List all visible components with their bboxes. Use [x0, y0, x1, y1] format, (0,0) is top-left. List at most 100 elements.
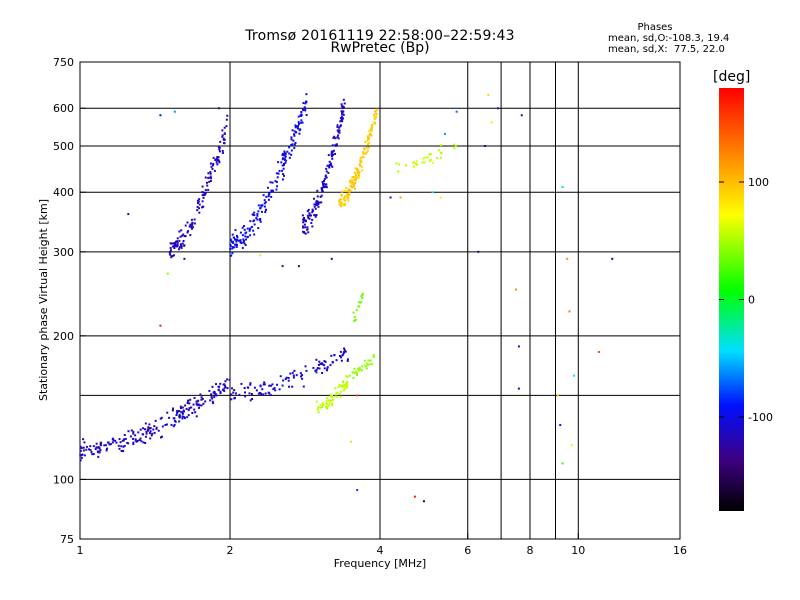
- echo-point: [245, 231, 248, 234]
- echo-point: [338, 203, 341, 206]
- echo-point: [212, 402, 215, 405]
- echo-point: [288, 146, 291, 149]
- echo-point: [269, 394, 272, 397]
- echo-point: [304, 107, 307, 110]
- echo-point: [342, 117, 345, 120]
- echo-point: [269, 181, 272, 184]
- colorbar-ticks: 100 0 -100: [719, 176, 773, 424]
- echo-point: [253, 233, 256, 236]
- echo-point: [352, 311, 355, 314]
- echo-point: [337, 386, 340, 389]
- echo-point: [245, 238, 248, 241]
- echo-point: [291, 371, 294, 374]
- echo-point: [300, 375, 303, 378]
- echo-point: [340, 359, 343, 362]
- echo-point: [186, 416, 189, 419]
- echo-point: [302, 225, 305, 228]
- echo-point: [323, 364, 326, 367]
- echo-point: [361, 296, 364, 299]
- x-tick-label: 6: [464, 544, 471, 557]
- echo-point: [97, 455, 100, 458]
- echo-point: [155, 427, 158, 430]
- echo-point: [219, 382, 222, 385]
- echo-point: [326, 397, 329, 400]
- echo-point: [266, 186, 269, 189]
- echo-point: [366, 149, 369, 152]
- echo-point: [304, 226, 307, 229]
- echo-point: [338, 383, 341, 386]
- echo-point: [176, 412, 179, 415]
- echo-point: [212, 162, 215, 165]
- echo-point: [351, 371, 354, 374]
- echo-point: [89, 449, 92, 452]
- echo-point: [100, 442, 103, 445]
- echo-point: [241, 226, 244, 229]
- echo-point: [211, 397, 214, 400]
- echo-point: [210, 165, 213, 168]
- echo-point: [331, 398, 334, 401]
- echo-point: [204, 191, 207, 194]
- echo-point: [356, 171, 359, 174]
- echo-point: [353, 171, 356, 174]
- echo-point: [319, 404, 322, 407]
- echo-point: [157, 429, 160, 432]
- echo-point: [315, 203, 318, 206]
- echo-point: [561, 462, 564, 465]
- echo-point: [151, 432, 154, 435]
- echo-point: [91, 453, 94, 456]
- echo-point: [188, 225, 191, 228]
- echo-point: [315, 201, 318, 204]
- echo-point: [328, 166, 331, 169]
- echo-point: [334, 387, 337, 390]
- echo-point: [210, 177, 213, 180]
- echo-point: [397, 170, 400, 173]
- echo-point: [187, 230, 190, 233]
- echo-point: [98, 451, 101, 454]
- echo-point: [347, 188, 350, 191]
- echo-point: [239, 231, 242, 234]
- echo-point: [361, 292, 364, 295]
- echo-point: [230, 239, 233, 242]
- echo-point: [165, 423, 168, 426]
- echo-point: [169, 247, 172, 250]
- echo-point: [349, 184, 352, 187]
- echo-point: [226, 387, 229, 390]
- echo-point: [301, 121, 304, 124]
- echo-point: [209, 179, 212, 182]
- echo-point: [361, 369, 364, 372]
- echo-point: [155, 426, 158, 429]
- echo-point: [216, 163, 219, 166]
- echo-point: [80, 456, 83, 459]
- echo-point: [244, 244, 247, 247]
- echo-point: [337, 134, 340, 137]
- echo-point: [213, 396, 216, 399]
- echo-point: [342, 106, 345, 109]
- echo-point: [223, 142, 226, 145]
- echo-point: [484, 144, 487, 147]
- echo-point: [196, 209, 199, 212]
- echo-point: [326, 367, 329, 370]
- echo-point: [300, 121, 303, 124]
- echo-point: [198, 211, 201, 214]
- echo-point: [209, 162, 212, 165]
- echo-point: [304, 102, 307, 105]
- echo-point: [186, 221, 189, 224]
- echo-point: [179, 235, 182, 238]
- echo-point: [355, 370, 358, 373]
- echo-point: [236, 236, 239, 239]
- echo-point: [307, 231, 310, 234]
- echo-point: [249, 383, 252, 386]
- x-tick-label: 2: [227, 544, 234, 557]
- echo-point: [180, 229, 183, 232]
- echo-point: [443, 132, 446, 135]
- echo-point: [259, 384, 262, 387]
- echo-point: [359, 164, 362, 167]
- echo-point: [319, 406, 322, 409]
- grid-lines: [80, 62, 680, 539]
- echo-point: [326, 405, 329, 408]
- echo-point: [556, 394, 559, 397]
- echo-point: [364, 152, 367, 155]
- echo-point: [223, 383, 226, 386]
- echo-point: [259, 392, 262, 395]
- echo-point: [315, 214, 318, 217]
